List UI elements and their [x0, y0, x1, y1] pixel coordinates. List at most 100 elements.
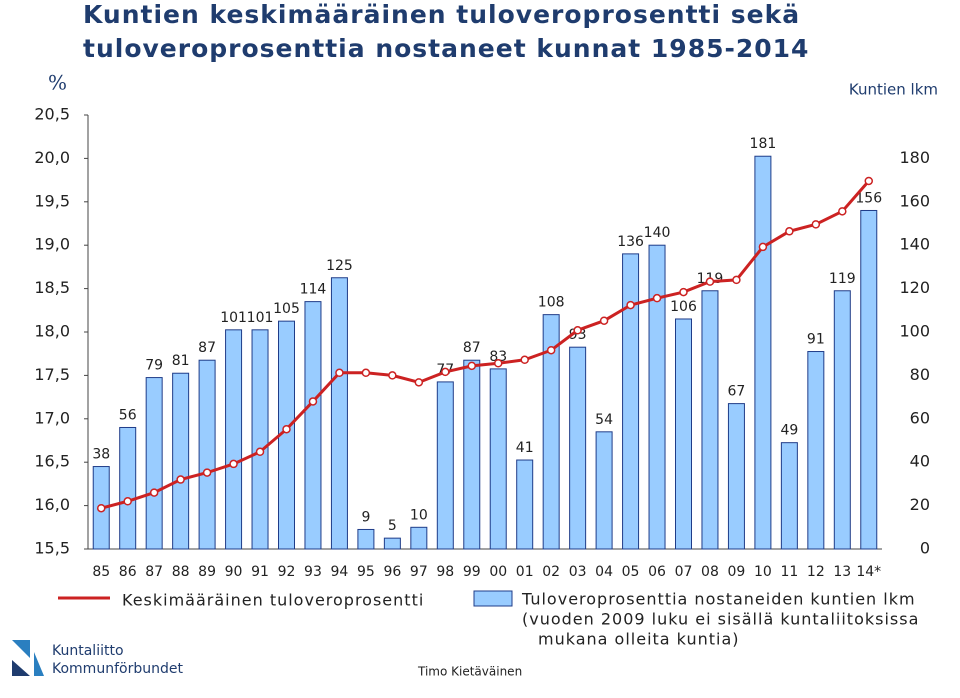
- y2-tick-label: 140: [899, 235, 930, 254]
- line-point: [414, 378, 424, 387]
- bar-value-label: 79: [145, 358, 163, 374]
- x-tick-label: 88: [172, 564, 190, 580]
- x-tick-label: 95: [357, 564, 375, 580]
- bar-value-label: 10: [410, 507, 428, 523]
- line-point: [441, 367, 450, 377]
- line-point: [467, 361, 477, 371]
- x-tick-label: 99: [463, 564, 481, 580]
- y-tick-label: 17,5: [34, 365, 70, 384]
- y2-tick-label: 40: [910, 452, 930, 471]
- bar: [119, 426, 137, 550]
- y-tick-label: 18,0: [34, 322, 70, 341]
- bar-value-label: 91: [807, 332, 825, 348]
- y-tick-label: 20,0: [34, 148, 70, 167]
- x-tick-label: 10: [754, 564, 772, 580]
- line-point: [96, 503, 106, 513]
- x-tick-label: 97: [410, 564, 428, 580]
- x-tick-label: 09: [728, 564, 746, 580]
- bar-value-label: 87: [198, 340, 216, 356]
- line-point: [679, 287, 688, 297]
- bar: [701, 290, 719, 550]
- x-tick-label: 12: [807, 564, 825, 580]
- logo-text: Kommunförbundet: [52, 661, 183, 677]
- x-tick-label: 89: [198, 564, 216, 580]
- line-point: [308, 397, 318, 406]
- x-tick-label: 00: [489, 564, 507, 580]
- legend-note: (vuoden 2009 luku ei sisällä kuntaliitok…: [522, 610, 919, 629]
- y2-tick-label: 120: [899, 278, 930, 297]
- x-tick-label: 08: [701, 564, 719, 580]
- line-point: [838, 207, 847, 216]
- bar-value-label: 140: [644, 225, 671, 241]
- y2-tick-label: 180: [899, 148, 930, 167]
- bar-value-label: 156: [855, 190, 882, 206]
- y-axis-label: %: [48, 71, 67, 95]
- x-tick-label: 92: [278, 564, 296, 580]
- bar-value-label: 56: [119, 407, 137, 423]
- y2-tick-label: 160: [899, 191, 930, 210]
- bar-value-label: 106: [670, 299, 697, 315]
- bar-value-label: 67: [728, 384, 746, 400]
- legend-note: mukana olleita kuntia): [538, 630, 740, 649]
- line-point: [335, 368, 344, 378]
- x-tick-label: 98: [436, 564, 454, 580]
- x-tick-label: 05: [622, 564, 640, 580]
- bar-value-label: 54: [595, 412, 613, 428]
- bar: [330, 277, 348, 550]
- line-point: [282, 424, 291, 434]
- bar: [542, 314, 560, 550]
- line-point: [520, 355, 529, 365]
- bar: [436, 381, 454, 550]
- line-point: [361, 368, 371, 378]
- bar: [463, 359, 481, 550]
- line-point: [573, 326, 582, 335]
- bar: [357, 528, 375, 550]
- bar-value-label: 38: [92, 447, 110, 463]
- bar-value-label: 136: [617, 234, 644, 250]
- y-tick-label: 20,5: [34, 105, 70, 124]
- x-tick-label: 14*: [856, 564, 881, 580]
- line-point: [229, 459, 238, 469]
- bar: [727, 403, 745, 550]
- bar-value-label: 83: [489, 349, 507, 365]
- bar: [198, 359, 216, 550]
- y-tick-label: 19,0: [34, 235, 70, 254]
- x-tick-label: 07: [675, 564, 693, 580]
- x-tick-label: 91: [251, 564, 269, 580]
- y2-tick-label: 60: [910, 408, 930, 427]
- x-tick-label: 01: [516, 564, 534, 580]
- x-tick-label: 11: [780, 564, 798, 580]
- x-tick-label: 90: [225, 564, 243, 580]
- line-point: [599, 316, 609, 325]
- line: [100, 179, 870, 510]
- bar: [569, 346, 587, 550]
- y-tick-label: 15,5: [34, 539, 70, 558]
- line-point: [785, 227, 794, 236]
- line-point: [123, 497, 132, 506]
- bar: [304, 301, 322, 550]
- bar-value-label: 41: [516, 440, 534, 456]
- x-tick-label: 96: [383, 564, 401, 580]
- y2-tick-label: 80: [910, 365, 930, 384]
- chart-title: Kuntien keskimääräinen tuloveroprosentti…: [83, 0, 800, 29]
- legend-label: Keskimääräinen tuloveroprosentti: [122, 591, 424, 610]
- y-tick-label: 17,0: [34, 408, 70, 427]
- line-point: [626, 300, 635, 310]
- line-point: [864, 176, 874, 186]
- x-tick-label: 02: [542, 564, 560, 580]
- bar: [648, 244, 666, 550]
- line-point: [149, 488, 159, 497]
- author: Timo Kietäväinen: [417, 665, 522, 679]
- x-tick-label: 87: [145, 564, 163, 580]
- bar-value-label: 81: [172, 353, 190, 369]
- y2-axis-label: Kuntien lkm: [849, 81, 938, 99]
- x-tick-label: 85: [92, 564, 110, 580]
- bar: [251, 329, 269, 550]
- bar-value-label: 105: [273, 301, 300, 317]
- bar-value-label: 119: [829, 271, 856, 287]
- line-point: [732, 275, 741, 285]
- y2-tick-label: 100: [899, 322, 930, 341]
- y-tick-label: 18,5: [34, 278, 70, 297]
- bar: [675, 318, 692, 550]
